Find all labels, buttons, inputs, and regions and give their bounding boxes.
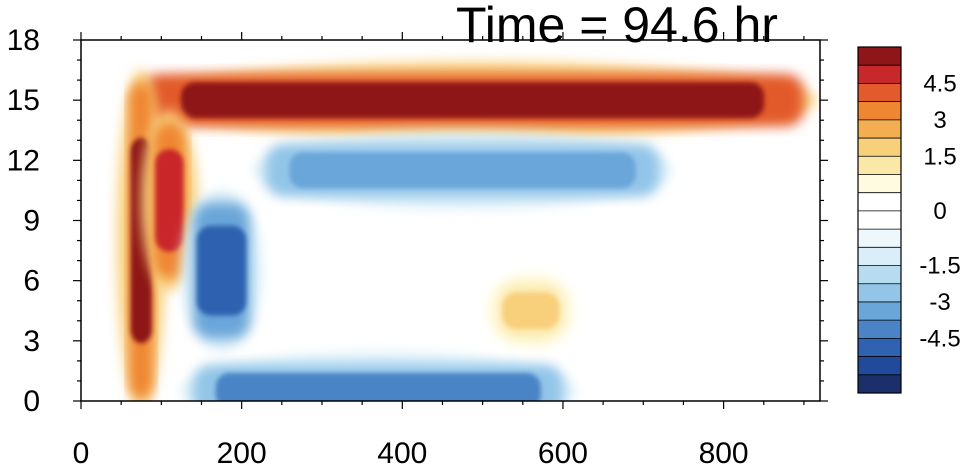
colorbar-swatch bbox=[858, 301, 901, 321]
plot-area: 0 200 400 600 800 0 3 6 9 12 15 18 bbox=[7, 24, 828, 470]
colorbar-swatch bbox=[858, 356, 901, 376]
colorbar-swatch bbox=[858, 192, 901, 212]
colorbar-tick-label: -3 bbox=[929, 289, 950, 316]
y-tick-label: 0 bbox=[23, 385, 40, 418]
x-tick-label: 400 bbox=[377, 437, 427, 470]
y-axis-ticks: 0 3 6 9 12 15 18 bbox=[7, 24, 828, 418]
colorbar-swatch bbox=[858, 210, 901, 230]
colorbar-swatch bbox=[858, 83, 901, 103]
early-negative-column-core bbox=[196, 225, 247, 316]
colorbar-swatch bbox=[858, 229, 901, 248]
heatmap-field bbox=[117, 62, 816, 401]
colorbar-swatch bbox=[858, 247, 901, 267]
colorbar-tick-label: 0 bbox=[933, 198, 946, 225]
x-tick-label: 600 bbox=[538, 437, 588, 470]
colorbar-tick-label: -4.5 bbox=[919, 325, 960, 352]
colorbar-swatch bbox=[858, 156, 901, 175]
field-negative-band-below bbox=[253, 132, 672, 209]
x-tick-label: 0 bbox=[73, 437, 90, 470]
y-tick-label: 6 bbox=[23, 265, 40, 298]
field-mid-positive-patch bbox=[486, 272, 575, 349]
colorbar-swatch bbox=[858, 320, 901, 339]
early-oscillation-column-2-core bbox=[155, 149, 184, 252]
colorbar-swatch bbox=[858, 101, 901, 121]
field-early-negative-column bbox=[181, 190, 262, 351]
negative-band-below-core bbox=[289, 152, 636, 189]
colorbar-swatch bbox=[858, 265, 901, 285]
y-tick-label: 3 bbox=[23, 325, 40, 358]
colorbar-tick-label: -1.5 bbox=[919, 253, 960, 280]
upper-positive-band-core bbox=[181, 82, 765, 119]
surface-negative-band-core bbox=[215, 373, 541, 401]
field-upper-positive-band bbox=[129, 62, 816, 139]
y-tick-label: 9 bbox=[23, 205, 40, 238]
colorbar-tick-label: 1.5 bbox=[923, 143, 956, 170]
colorbar-swatch bbox=[858, 47, 901, 66]
colorbar-swatch bbox=[858, 374, 901, 394]
colorbar-swatch bbox=[858, 283, 901, 303]
colorbar-tick-label: 3 bbox=[933, 107, 946, 134]
colorbar-swatch bbox=[858, 65, 901, 84]
colorbar-tick-label: 4.5 bbox=[923, 70, 956, 97]
colorbar-swatch bbox=[858, 174, 901, 194]
y-tick-label: 15 bbox=[7, 84, 40, 117]
colorbar: 4.5 3 1.5 0 -1.5 -3 -4.5 bbox=[857, 46, 961, 394]
y-tick-label: 12 bbox=[7, 144, 40, 177]
field-surface-negative-band bbox=[181, 352, 575, 401]
mid-positive-patch-core bbox=[502, 292, 560, 329]
x-tick-label: 800 bbox=[699, 437, 749, 470]
y-tick-label: 18 bbox=[7, 24, 40, 57]
field-early-oscillation-column-2 bbox=[141, 110, 198, 291]
colorbar-swatch bbox=[858, 338, 901, 358]
x-axis-ticks: 0 200 400 600 800 bbox=[73, 32, 805, 470]
chart-title: Time = 94.6 hr bbox=[456, 0, 778, 53]
x-tick-label: 200 bbox=[217, 437, 267, 470]
colorbar-swatch bbox=[858, 138, 901, 157]
colorbar-swatch bbox=[858, 119, 901, 139]
colorbar-frame bbox=[857, 46, 902, 394]
